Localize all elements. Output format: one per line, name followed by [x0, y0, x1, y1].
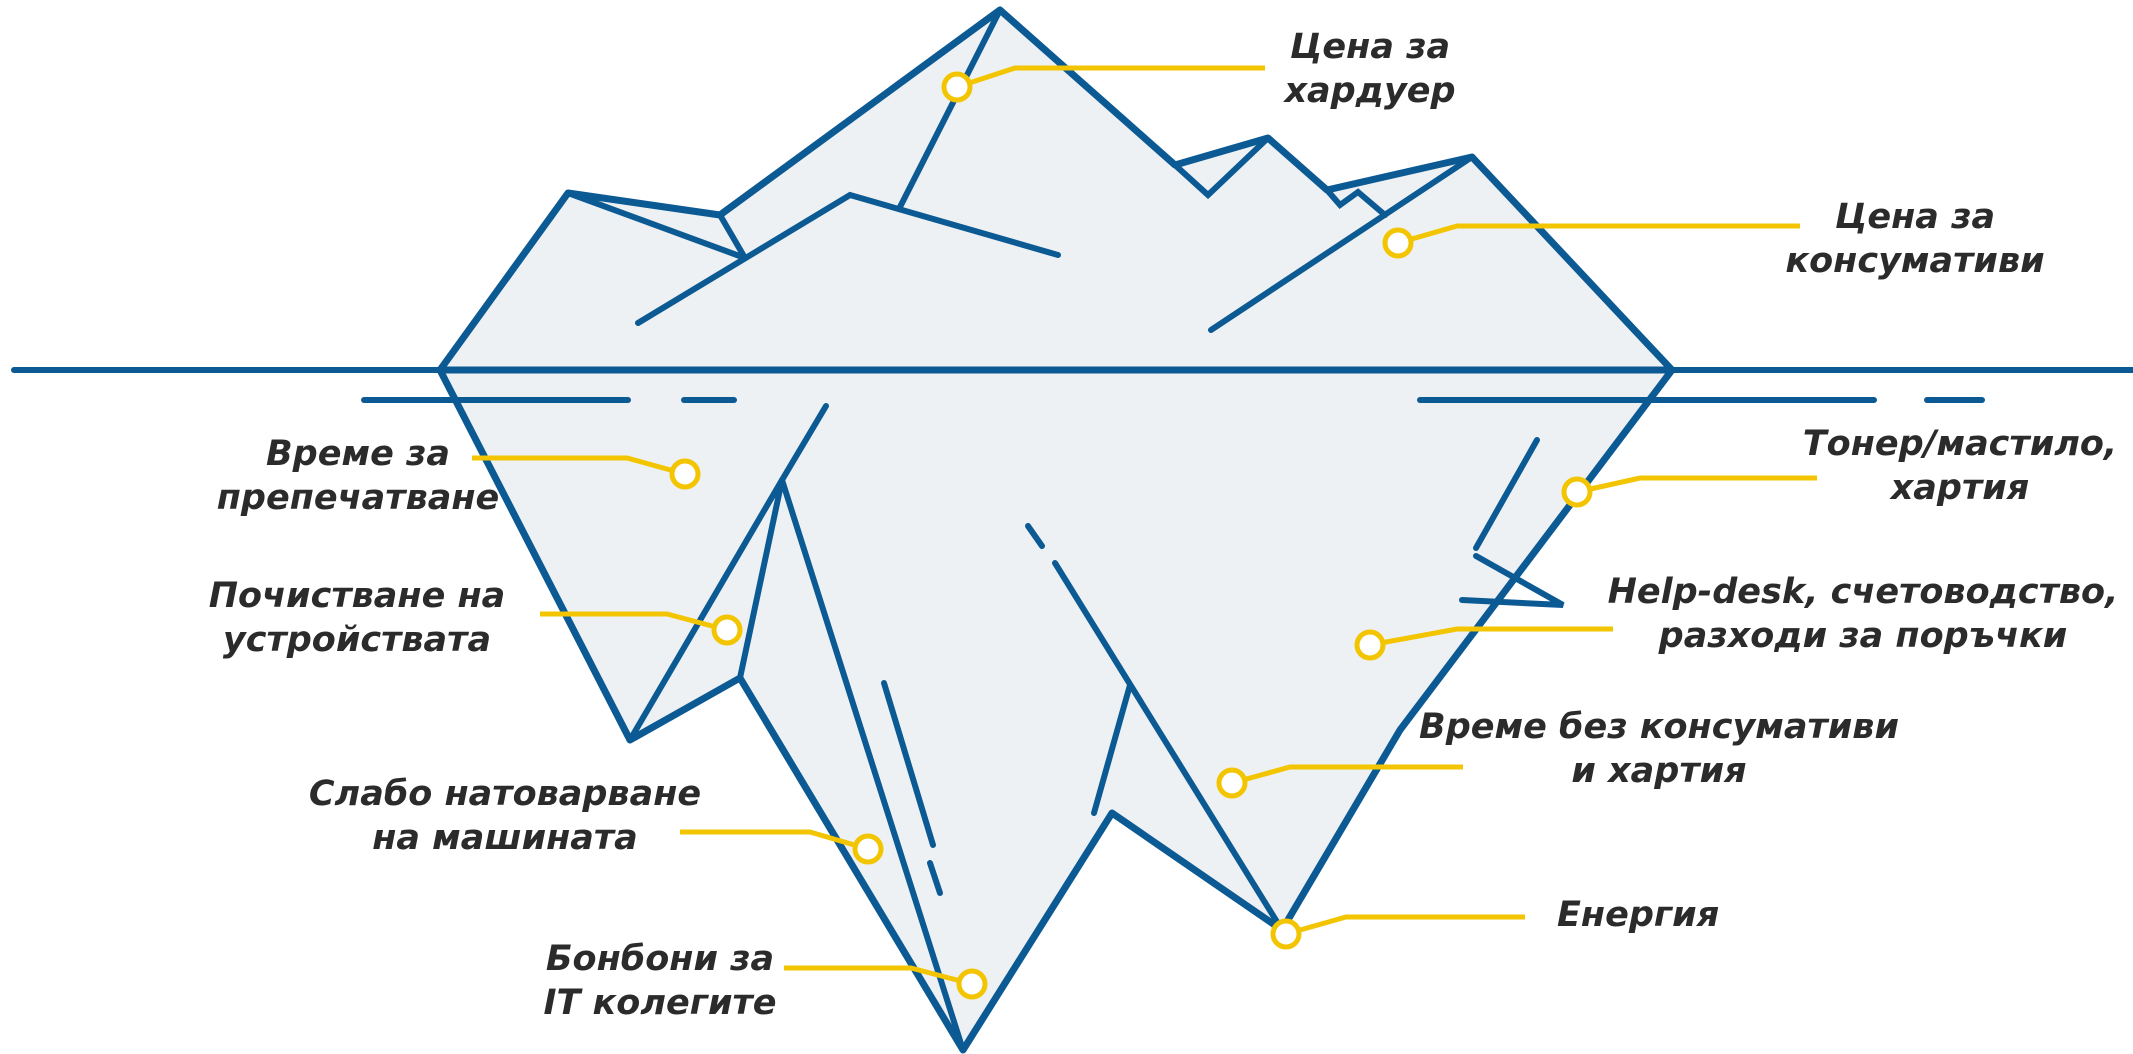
label-low-load: Слабо натоварване на машината: [308, 774, 702, 858]
callout-dot: [1354, 629, 1386, 661]
callout-dot: [669, 458, 701, 490]
callout-dots: [669, 71, 1593, 1000]
label-downtime-consumables: Време без консумативи и хартия: [1419, 707, 1899, 791]
label-device-cleaning: Почистване на устройствата: [208, 576, 506, 660]
callout-dot: [1561, 476, 1593, 508]
label-energy: Енергия: [1557, 895, 1720, 935]
iceberg-above-water: [436, 6, 1676, 374]
callout-dot: [852, 833, 884, 865]
callout-lines: [472, 65, 1817, 987]
label-candies: Бонбони за IT колегите: [543, 939, 777, 1023]
callout-dot: [711, 614, 743, 646]
callout-dot: [956, 968, 988, 1000]
iceberg-top-facets: [565, 7, 1475, 333]
label-hardware-cost: Цена за хардуер: [1284, 27, 1456, 111]
label-reprint-time: Време за препечатване: [216, 434, 500, 518]
callout-dot: [941, 71, 973, 103]
callout-dot: [1216, 767, 1248, 799]
water-line: [11, 367, 2133, 403]
callout-dot: [1382, 227, 1414, 259]
label-consumables-cost: Цена за консумативи: [1785, 197, 2045, 281]
label-helpdesk: Help-desk, счетоводство, разходи за поръ…: [1607, 572, 2119, 656]
callout-dot: [1270, 918, 1302, 950]
label-toner-paper: Тонер/мастило, хартия: [1802, 424, 2118, 508]
iceberg-bottom-facets: [627, 403, 1565, 1053]
